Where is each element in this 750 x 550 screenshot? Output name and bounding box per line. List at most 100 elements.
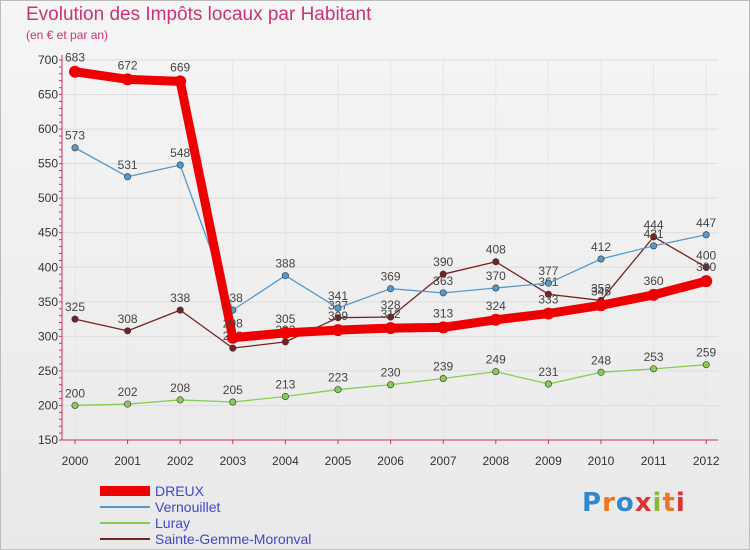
brand-letter: i [652,488,663,518]
data-point [334,314,342,322]
data-point [281,392,289,400]
data-label: 360 [644,274,664,288]
data-label: 205 [223,383,243,397]
data-point [176,396,184,404]
data-label: 531 [118,158,138,172]
data-label: 324 [486,299,506,313]
data-point [650,242,658,250]
data-label: 202 [118,385,138,399]
data-label: 412 [591,240,611,254]
data-label: 249 [486,353,506,367]
y-tick-label: 200 [38,398,58,412]
x-tick-label: 2012 [693,454,720,468]
legend-label: Sainte-Gemme-Moronval [155,531,312,547]
data-label: 312 [381,307,401,321]
data-point [702,361,710,369]
x-tick-label: 2011 [641,454,667,468]
data-label: 298 [223,317,243,331]
data-point [229,344,237,352]
data-label: 313 [433,306,453,320]
data-point [542,307,555,320]
y-tick-label: 450 [38,226,58,240]
data-label: 352 [591,281,611,295]
brand-letter: r [602,488,616,518]
data-point [702,231,710,239]
data-label: 370 [486,269,506,283]
x-tick-label: 2006 [377,454,404,468]
x-tick-label: 2004 [272,454,299,468]
legend-label: Luray [155,515,191,531]
data-point [492,258,500,266]
brand-logo: Proxiti [582,488,686,518]
x-tick-label: 2005 [325,454,352,468]
chart-subtitle: (en € et par an) [26,28,109,42]
brand-letter: x [634,488,653,518]
data-point [71,315,79,323]
data-point [702,263,710,271]
data-label: 333 [538,293,558,307]
legend-label: DREUX [155,483,205,499]
brand-letter: i [675,488,686,518]
data-point [387,313,395,321]
y-tick-label: 550 [38,157,58,171]
data-label: 345 [591,284,611,298]
data-point [597,255,605,263]
data-point [124,173,132,181]
legend-swatch [100,538,150,540]
x-tick-label: 2007 [430,454,457,468]
data-label: 305 [275,312,295,326]
x-tick-label: 2010 [588,454,615,468]
data-point [439,289,447,297]
data-point [176,306,184,314]
data-label: 213 [275,377,295,391]
data-label: 683 [65,51,85,65]
legend-swatch [100,506,150,508]
data-label: 669 [170,60,190,74]
data-label: 259 [696,346,716,360]
data-label: 444 [644,218,664,232]
data-point [174,75,187,88]
data-point [124,327,132,335]
y-tick-label: 500 [38,191,58,205]
y-tick-label: 300 [38,329,58,343]
data-point [69,65,81,78]
data-point [700,275,713,288]
data-point [384,322,397,335]
data-point [226,331,239,344]
data-point [71,144,79,152]
data-point [650,365,658,373]
data-label: 328 [381,298,401,312]
data-point [281,272,289,280]
data-point [71,401,79,409]
data-label: 548 [170,146,190,160]
data-label: 341 [328,289,348,303]
y-tick-label: 250 [38,364,58,378]
data-label: 447 [696,216,716,230]
data-point [544,380,552,388]
data-label: 388 [275,257,295,271]
data-point [124,400,132,408]
x-tick-label: 2009 [535,454,562,468]
data-point [439,375,447,383]
data-label: 239 [433,360,453,374]
data-label: 369 [381,270,401,284]
x-tick-label: 2001 [114,454,141,468]
data-point [544,279,552,287]
data-label: 400 [696,248,716,262]
data-label: 223 [328,371,348,385]
data-point [229,398,237,406]
data-label: 431 [644,227,664,241]
data-label: 390 [433,255,453,269]
data-label: 309 [328,309,348,323]
data-label: 380 [696,260,716,274]
data-point [281,338,289,346]
data-label: 325 [65,300,85,314]
data-label: 408 [486,243,506,257]
brand-letter: t [662,488,676,518]
data-point [437,321,450,334]
brand-letter: P [582,488,603,518]
data-point [544,290,552,298]
data-label: 308 [118,312,138,326]
data-point [489,313,502,326]
